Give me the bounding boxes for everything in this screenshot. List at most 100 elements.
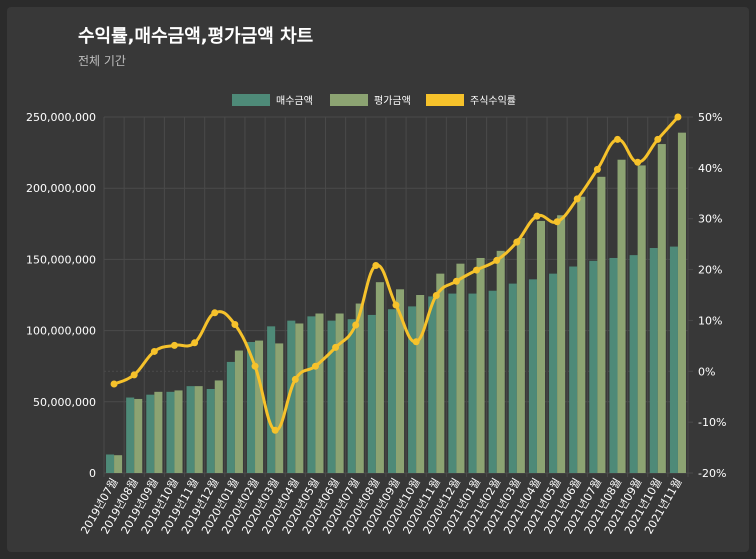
return-rate-point <box>674 113 682 121</box>
bar-eval-amount <box>496 250 505 473</box>
y-right-tick-label: 50% <box>698 111 722 124</box>
legend-swatch <box>330 94 368 106</box>
legend-label: 평가금액 <box>374 95 411 107</box>
return-rate-point <box>573 195 581 203</box>
legend-label: 매수금액 <box>276 95 313 107</box>
bar-buy-amount <box>126 397 135 473</box>
bar-buy-amount <box>609 257 618 473</box>
y-right-tick-label: -10% <box>698 416 726 429</box>
return-rate-point <box>493 256 501 264</box>
page-title: 수익률,매수금액,평가금액 차트 <box>78 26 314 47</box>
y-right-tick-label: 40% <box>698 162 722 175</box>
y-right-tick-label: -20% <box>698 467 726 480</box>
return-rate-point <box>634 158 642 166</box>
return-rate-point <box>352 321 360 329</box>
bar-buy-amount <box>468 293 477 473</box>
bar-buy-amount <box>206 388 215 473</box>
bar-buy-amount <box>186 386 195 473</box>
return-rate-point <box>654 135 662 143</box>
return-rate-point <box>170 341 178 349</box>
return-rate-point <box>553 218 561 226</box>
return-rate-point <box>191 339 199 347</box>
return-rate-point <box>452 277 460 285</box>
bar-eval-amount <box>657 144 666 473</box>
bar-eval-amount <box>375 282 384 473</box>
bar-buy-amount <box>508 283 517 473</box>
bar-buy-amount <box>408 306 417 473</box>
return-rate-point <box>231 320 239 328</box>
bar-eval-amount <box>194 386 203 473</box>
bar-buy-amount <box>387 309 396 473</box>
bar-eval-amount <box>597 176 606 474</box>
bar-eval-amount <box>134 398 143 473</box>
bar-eval-amount <box>396 289 405 473</box>
bar-buy-amount <box>287 320 296 473</box>
return-rate-point <box>392 301 400 309</box>
y-left-tick-label: 0 <box>89 467 96 480</box>
legend-label: 주식수익률 <box>470 95 516 107</box>
bar-eval-amount <box>154 391 163 473</box>
return-rate-point <box>311 362 319 370</box>
bar-buy-amount <box>246 341 256 473</box>
bar-buy-amount <box>428 296 437 473</box>
bar-buy-amount <box>569 266 578 473</box>
bar-buy-amount <box>307 316 316 473</box>
bar-buy-amount <box>488 290 497 473</box>
bar-eval-amount <box>315 313 324 473</box>
return-rate-point <box>130 371 138 379</box>
page-subtitle: 전체 기간 <box>78 54 126 68</box>
bar-eval-amount <box>516 238 525 473</box>
bar-eval-amount <box>416 295 425 473</box>
y-right-tick-label: 0% <box>698 365 715 378</box>
bar-eval-amount <box>617 159 626 473</box>
bar-eval-amount <box>275 343 284 473</box>
y-right-tick-label: 10% <box>698 314 722 327</box>
bar-buy-amount <box>549 273 558 473</box>
return-rate-point <box>271 426 279 434</box>
y-left-tick-label: 250,000,000 <box>26 111 96 124</box>
return-rate-point <box>614 135 622 143</box>
bar-eval-amount <box>234 350 243 473</box>
bar-buy-amount <box>528 279 537 473</box>
bar-eval-amount <box>577 196 586 473</box>
bar-buy-amount <box>226 361 235 473</box>
legend-swatch <box>426 94 464 106</box>
bar-buy-amount <box>669 246 678 473</box>
bar-buy-amount <box>166 391 175 473</box>
legend-swatch <box>232 94 270 106</box>
bar-eval-amount <box>436 273 445 473</box>
return-rate-point <box>332 343 340 351</box>
bar-eval-amount <box>536 220 546 473</box>
y-left-tick-label: 200,000,000 <box>26 182 96 195</box>
bar-buy-amount <box>327 320 336 473</box>
bar-buy-amount <box>267 326 276 473</box>
bar-buy-amount <box>629 255 638 473</box>
bar-eval-amount <box>456 263 465 473</box>
bar-buy-amount <box>649 248 658 473</box>
return-rate-point <box>291 375 299 383</box>
bar-eval-amount <box>114 455 123 473</box>
y-right-tick-label: 30% <box>698 213 722 226</box>
bar-buy-amount <box>367 314 376 473</box>
return-rate-point <box>372 262 380 270</box>
return-rate-point <box>432 292 440 300</box>
return-rate-point <box>412 338 420 346</box>
bar-buy-amount <box>448 293 457 473</box>
bar-eval-amount <box>677 132 686 473</box>
bar-buy-amount <box>106 454 115 473</box>
bar-buy-amount <box>589 260 598 473</box>
bar-eval-amount <box>557 215 566 474</box>
y-right-tick-label: 20% <box>698 264 722 277</box>
y-left-tick-label: 150,000,000 <box>26 253 96 266</box>
return-rate-point <box>473 266 481 274</box>
return-rate-point <box>150 347 158 355</box>
bar-eval-amount <box>295 323 304 473</box>
return-rate-point <box>110 380 118 388</box>
return-rate-point <box>593 165 601 173</box>
bar-eval-amount <box>355 303 364 473</box>
return-rate-point <box>533 212 541 220</box>
bar-eval-amount <box>214 380 223 473</box>
bar-eval-amount <box>255 340 264 473</box>
bar-eval-amount <box>476 257 485 473</box>
